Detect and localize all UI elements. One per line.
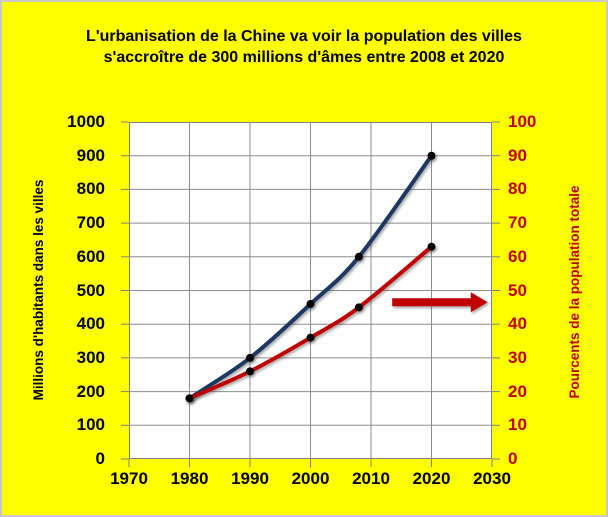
data-point-marker xyxy=(427,151,436,160)
chart-title: L'urbanisation de la Chine va voir la po… xyxy=(2,26,606,68)
x-axis-tick-label: 1970 xyxy=(110,469,148,488)
right-arrow-annotation-icon xyxy=(392,292,488,313)
left-axis-tick-label: 500 xyxy=(76,280,105,300)
right-axis-tick-label: 90 xyxy=(508,145,527,165)
data-point-marker xyxy=(427,242,436,251)
x-axis-tick-label: 2020 xyxy=(412,469,451,488)
left-axis-tick-label: 200 xyxy=(76,381,105,401)
x-axis-tick-label: 2030 xyxy=(473,469,511,488)
axis-tick-marks xyxy=(121,121,500,467)
gridlines xyxy=(129,122,492,459)
x-axis-tick-label: 1980 xyxy=(170,469,209,488)
data-point-marker xyxy=(354,303,363,312)
left-axis-tick-label: 900 xyxy=(76,145,105,165)
x-axis-tick-label: 2010 xyxy=(352,469,390,488)
left-axis-tick-label: 100 xyxy=(76,415,105,435)
x-axis-tick-label: 2000 xyxy=(291,469,330,488)
right-axis-tick-label: 20 xyxy=(508,381,527,401)
right-axis-tick-label: 0 xyxy=(508,449,518,468)
left-axis-tick-label: 1000 xyxy=(67,112,105,131)
right-axis-tick-label: 60 xyxy=(508,246,527,266)
data-point-marker xyxy=(306,333,315,342)
chart-title-line1: L'urbanisation de la Chine va voir la po… xyxy=(86,28,522,45)
data-point-marker xyxy=(185,394,194,403)
left-axis-tick-label: 400 xyxy=(76,314,105,334)
right-axis-tick-label: 100 xyxy=(508,112,537,131)
urbanisation-percent-line-markers xyxy=(185,242,436,403)
data-point-marker xyxy=(246,353,254,362)
left-axis-tick-label: 800 xyxy=(76,179,105,199)
right-axis-tick-label: 40 xyxy=(508,314,527,334)
left-axis-tick-label: 0 xyxy=(95,449,105,468)
left-axis-tick-label: 300 xyxy=(76,347,105,367)
data-point-marker xyxy=(354,252,363,261)
data-point-marker xyxy=(306,299,315,308)
chart-title-line2: s'accroître de 300 millions d'âmes entre… xyxy=(103,49,505,66)
right-axis-tick-label: 80 xyxy=(508,179,527,199)
data-point-marker xyxy=(246,367,254,376)
right-axis-tick-label: 10 xyxy=(508,415,527,435)
right-axis-tick-label: 30 xyxy=(508,347,527,367)
plot-area xyxy=(121,121,500,467)
right-axis-tick-label: 70 xyxy=(508,213,527,233)
right-axis-tick-label: 50 xyxy=(508,280,527,300)
left-axis-tick-label: 600 xyxy=(76,246,105,266)
right-axis-title: Pourcents de la population totale xyxy=(567,185,582,399)
x-axis-tick-label: 1990 xyxy=(231,469,269,488)
left-axis-tick-label: 700 xyxy=(76,213,105,233)
